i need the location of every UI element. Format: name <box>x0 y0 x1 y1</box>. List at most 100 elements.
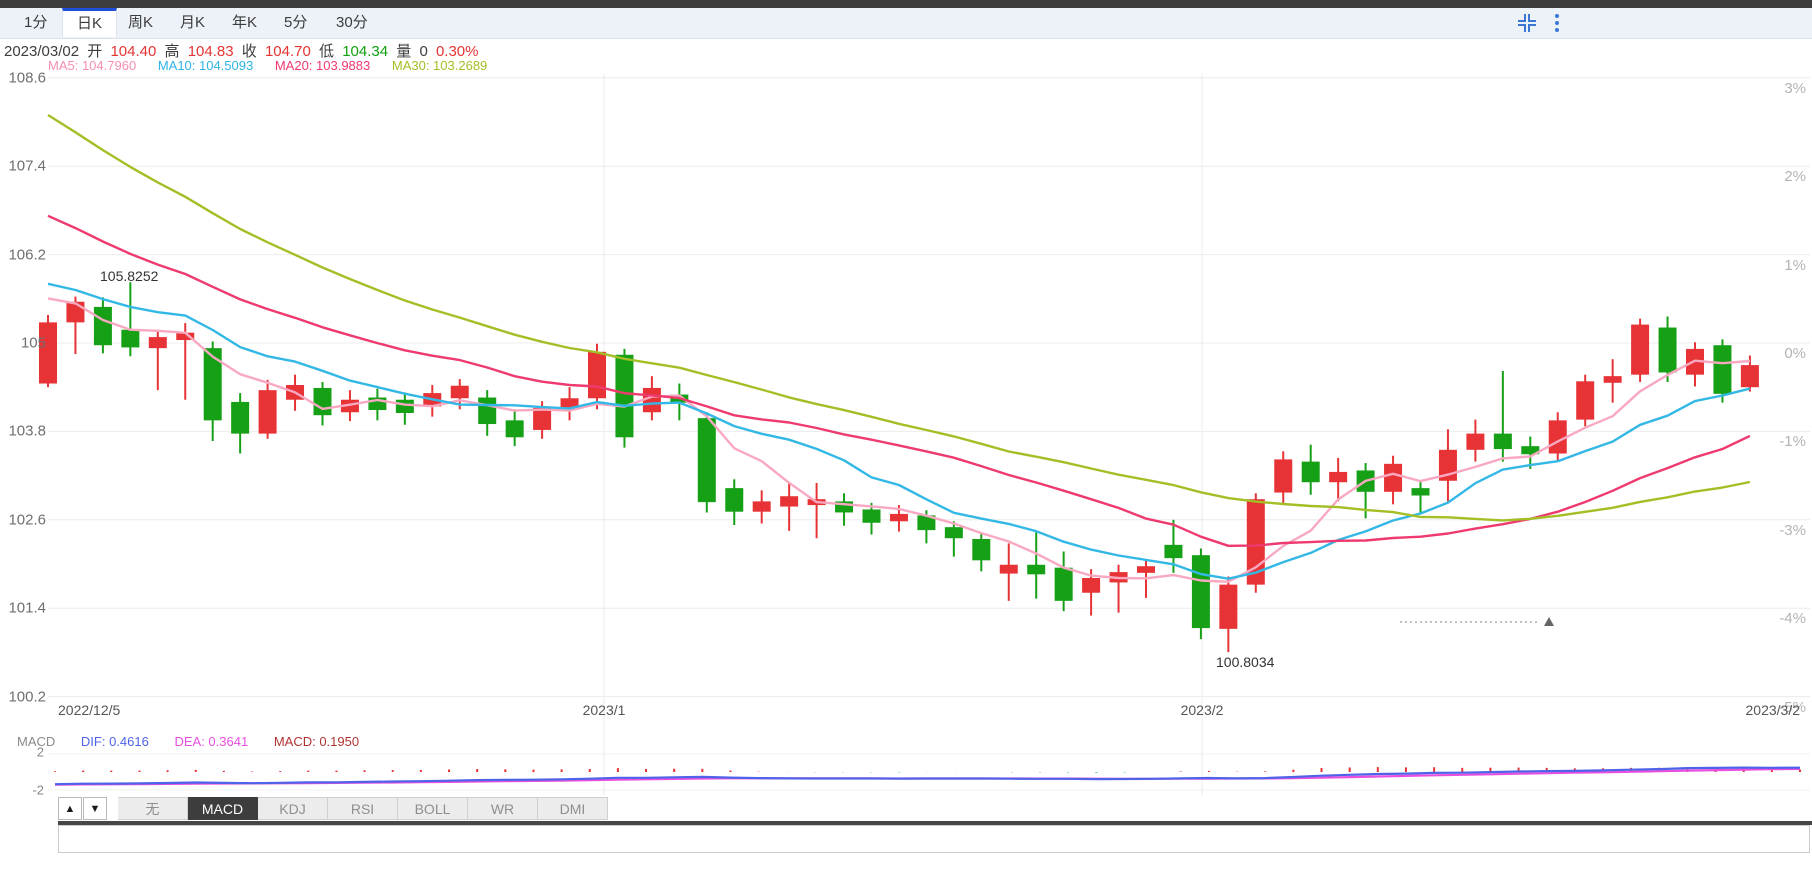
candle-body <box>1521 446 1540 455</box>
candle-body <box>972 538 991 561</box>
scroll-down-button[interactable]: ▼ <box>83 797 107 820</box>
ma30-line <box>47 113 1751 522</box>
ma20-line <box>47 214 1751 547</box>
candle-body <box>1164 544 1183 559</box>
low-annotation: 100.8034 <box>1216 654 1275 670</box>
candle-body <box>313 387 332 416</box>
candle-body <box>999 564 1018 574</box>
candle-body <box>93 306 112 346</box>
open-value: 104.40 <box>110 43 157 60</box>
candle-body <box>1576 381 1595 420</box>
indicator-tab-无[interactable]: 无 <box>118 797 188 820</box>
low-label: 低 <box>319 43 335 60</box>
period-tab-2[interactable]: 日K <box>62 8 118 37</box>
candle-body <box>176 332 195 341</box>
kebab-menu-icon[interactable] <box>1546 12 1568 34</box>
timeline-slider[interactable] <box>58 825 1810 853</box>
candle-body <box>1548 420 1567 454</box>
candle-body <box>121 329 140 348</box>
candle-body <box>1713 345 1732 394</box>
indicator-tab-boll[interactable]: BOLL <box>398 797 468 820</box>
period-tab-5[interactable]: 年K <box>232 14 258 31</box>
quote-date: 2023/03/02 <box>4 43 80 60</box>
collapse-icon[interactable] <box>1516 12 1538 34</box>
candle-body <box>725 488 744 512</box>
candle-body <box>588 351 606 399</box>
high-annotation: 105.8252 <box>100 268 159 284</box>
candle-body <box>1191 555 1210 629</box>
ma10-value: MA10: 104.5093 <box>157 58 254 73</box>
indicator-tab-dmi[interactable]: DMI <box>538 797 608 820</box>
candle-body <box>1137 566 1155 573</box>
quote-bar: 2023/03/02 开 104.40 高 104.83 收 104.70 低 … <box>4 40 483 60</box>
indicator-tab-row: ▲ ▼ 无 MACD KDJ RSI BOLL WR DMI <box>0 797 1812 821</box>
period-tab-4[interactable]: 月K <box>180 14 206 31</box>
high-label: 高 <box>164 43 180 60</box>
indicator-tab-kdj[interactable]: KDJ <box>258 797 328 820</box>
candle-body <box>697 418 716 503</box>
change-percent: 0.30% <box>435 43 479 60</box>
candle-body <box>231 401 250 434</box>
candle-body <box>889 513 908 522</box>
candle-body <box>1411 488 1430 496</box>
macd-panel-label: MACD <box>17 734 56 749</box>
candle-body <box>478 397 497 425</box>
high-value: 104.83 <box>187 43 234 60</box>
candle-body <box>1219 584 1238 629</box>
ma-legend: MA5: 104.7960 MA10: 104.5093 MA20: 103.9… <box>48 58 505 73</box>
candle-body <box>835 501 854 513</box>
candle-body <box>505 420 524 438</box>
ma10-line <box>47 282 1751 580</box>
open-label: 开 <box>87 43 103 60</box>
macd-axis-bottom: -2 <box>32 782 44 798</box>
candle-body <box>39 322 57 384</box>
indicator-tab-wr[interactable]: WR <box>468 797 538 820</box>
indicator-tab-macd[interactable]: MACD <box>188 797 258 820</box>
candle-body <box>944 527 963 539</box>
macd-dif-line <box>54 766 1801 786</box>
candle-body <box>1631 324 1650 375</box>
candle-body <box>862 509 881 523</box>
scroll-up-button[interactable]: ▲ <box>58 797 82 820</box>
candle-body <box>1027 564 1046 575</box>
volume-label: 量 <box>396 43 412 60</box>
timeline-divider <box>58 821 1812 825</box>
period-tab-6[interactable]: 5分 <box>284 14 308 31</box>
candle-body <box>780 496 799 507</box>
candle-body <box>533 407 552 430</box>
close-label: 收 <box>241 43 257 60</box>
candle-body <box>1329 471 1348 483</box>
candle-body <box>1493 433 1512 450</box>
volume-value: 0 <box>419 43 428 60</box>
period-tab-1[interactable]: 1分 <box>24 14 48 31</box>
ma5-line <box>47 297 1750 583</box>
candle-body <box>1658 327 1677 373</box>
candle-body <box>258 390 277 434</box>
candle-body <box>1603 376 1622 383</box>
candle-body <box>752 501 771 512</box>
candle-body <box>1274 459 1293 493</box>
ma20-value: MA20: 103.9883 <box>274 58 371 73</box>
period-tab-3[interactable]: 周K <box>128 14 154 31</box>
resize-arrow-icon <box>1544 617 1554 626</box>
low-value: 104.34 <box>342 43 389 60</box>
macd-axis-top: 2 <box>36 744 44 760</box>
candle-body <box>1740 365 1759 388</box>
candle-body <box>148 337 167 349</box>
candle-body <box>1301 461 1320 483</box>
period-tab-bar: 1分 日K 周K 月K 年K 5分 30分 <box>0 8 1812 39</box>
indicator-tab-rsi[interactable]: RSI <box>328 797 398 820</box>
close-value: 104.70 <box>264 43 311 60</box>
candle-body <box>1466 433 1485 450</box>
candle-body <box>450 385 469 399</box>
ma30-value: MA30: 103.2689 <box>391 58 488 73</box>
candle-body <box>917 515 936 531</box>
candle-body <box>1384 463 1403 492</box>
candle-body <box>66 301 85 323</box>
candle-body <box>615 354 634 438</box>
ma5-value: MA5: 104.7960 <box>48 58 137 73</box>
candle-body <box>1082 578 1101 593</box>
period-tab-7[interactable]: 30分 <box>336 14 368 31</box>
